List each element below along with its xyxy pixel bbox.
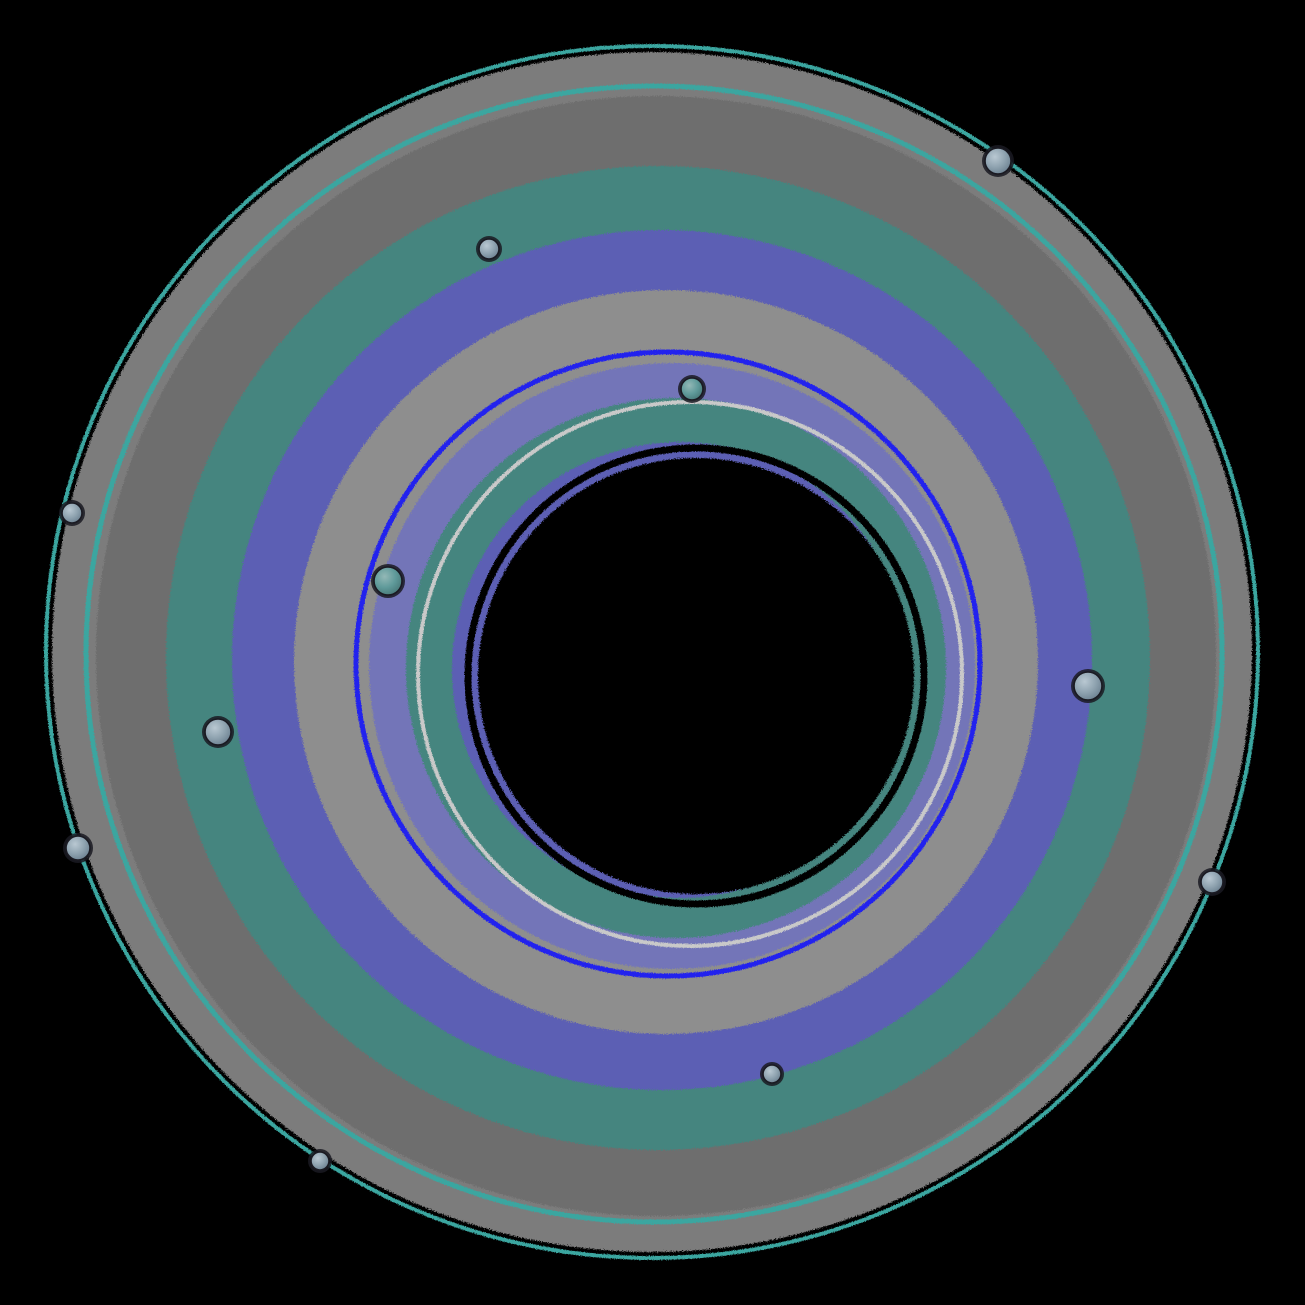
orbit-marker[interactable] bbox=[63, 833, 93, 863]
orbit-marker[interactable] bbox=[678, 375, 706, 403]
marker-dot[interactable] bbox=[310, 1151, 330, 1171]
orbit-marker[interactable] bbox=[476, 236, 502, 262]
marker-dot[interactable] bbox=[1073, 671, 1103, 701]
ring-hairline-outer-rim-teal-hairline bbox=[44, 44, 1260, 1260]
marker-dot[interactable] bbox=[680, 377, 704, 401]
ring-stack bbox=[52, 52, 1252, 1252]
orbit-marker[interactable] bbox=[202, 716, 234, 748]
marker-dot[interactable] bbox=[984, 147, 1012, 175]
orbit-marker[interactable] bbox=[371, 564, 405, 598]
marker-stack bbox=[59, 145, 1226, 1173]
ring-hairline-outer-teal-hairline-inner bbox=[83, 83, 1225, 1225]
ring-band-central-void bbox=[478, 458, 914, 894]
orbit-marker[interactable] bbox=[982, 145, 1014, 177]
orbit-marker[interactable] bbox=[1071, 669, 1105, 703]
orbit-marker[interactable] bbox=[760, 1062, 784, 1086]
marker-dot[interactable] bbox=[373, 566, 403, 596]
marker-dot[interactable] bbox=[65, 835, 91, 861]
marker-dot[interactable] bbox=[1200, 870, 1224, 894]
central-void-edge bbox=[464, 444, 928, 908]
ring-hairline-blue-hairline-mid bbox=[353, 349, 983, 979]
marker-dot[interactable] bbox=[478, 238, 500, 260]
orbit-marker[interactable] bbox=[308, 1149, 332, 1173]
marker-dot[interactable] bbox=[61, 502, 83, 524]
orbit-marker[interactable] bbox=[59, 500, 85, 526]
marker-dot[interactable] bbox=[762, 1064, 782, 1084]
orbit-marker[interactable] bbox=[1198, 868, 1226, 896]
marker-dot[interactable] bbox=[204, 718, 232, 746]
